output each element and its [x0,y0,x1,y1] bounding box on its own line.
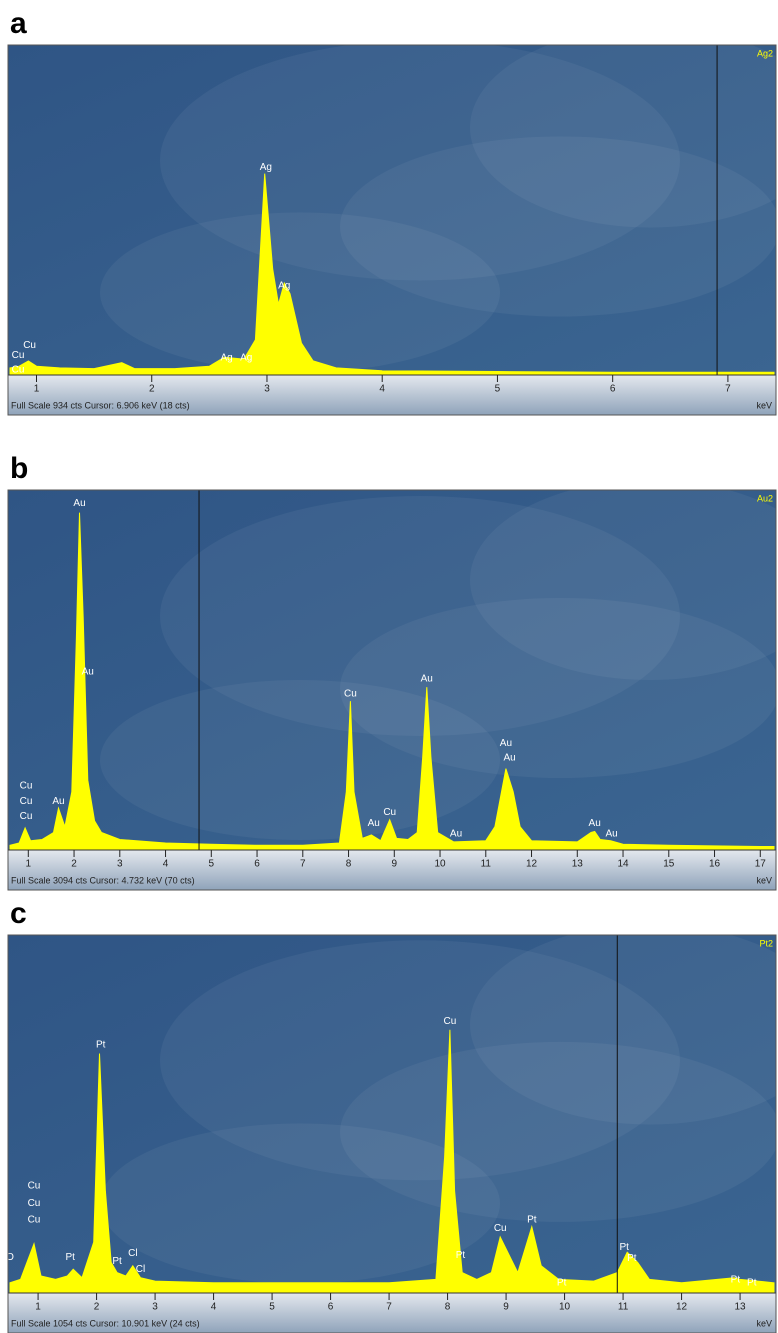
x-tick-label: 10 [434,859,446,870]
peak-label: Cu [20,781,33,792]
peak-label: Pt [66,1252,76,1263]
x-tick-label: 5 [495,384,501,395]
x-tick-label: 7 [300,859,306,870]
x-tick-label: 12 [526,859,538,870]
peak-label: Pt [456,1250,466,1261]
peak-label: Cu [28,1198,41,1209]
peak-label: Ag [221,353,233,364]
peak-label: Pt [731,1274,741,1285]
peak-label: Cu [20,811,33,822]
x-tick-label: 1 [35,1302,41,1313]
status-text: Full Scale 3094 cts Cursor: 4.732 keV (7… [11,875,195,885]
peak-label: Au [589,818,601,829]
x-tick-label: 7 [725,384,731,395]
peak-label: Au [368,818,380,829]
x-tick-label: 5 [269,1302,275,1313]
x-tick-label: 13 [572,859,584,870]
x-tick-label: 9 [392,859,398,870]
x-tick-label: 6 [328,1302,334,1313]
x-tick-label: 1 [26,859,32,870]
x-tick-label: 2 [149,384,155,395]
x-tick-label: 5 [209,859,215,870]
peak-label: Pt [96,1040,106,1051]
spectrum-name: Ag2 [757,48,773,58]
peak-label: Au [503,753,515,764]
x-tick-label: 6 [610,384,616,395]
panel-label: b [10,452,28,485]
x-tick-label: 4 [163,859,169,870]
peak-label: Pt [557,1277,567,1288]
panel-label: a [10,7,27,40]
peak-label: Au [450,828,462,839]
peak-label: Ag [240,353,252,364]
spectrum-name: Au2 [757,493,773,503]
x-tick-label: 10 [559,1302,571,1313]
peak-label: Au [52,796,64,807]
x-tick-label: 3 [264,384,270,395]
peak-label: Ag [278,280,290,291]
x-tick-label: 16 [709,859,721,870]
x-tick-label: 1 [34,384,40,395]
background-texture [100,680,500,840]
peak-label: Cu [344,689,357,700]
x-tick-label: 3 [117,859,123,870]
x-tick-label: 13 [735,1302,747,1313]
page: a1234567Full Scale 934 cts Cursor: 6.906… [0,0,778,1333]
peak-label: Cu [494,1223,507,1234]
peak-label: Pt [527,1214,537,1225]
peak-label: Au [421,674,433,685]
x-tick-label: 2 [71,859,77,870]
x-axis-label: keV [756,1318,772,1328]
peak-label: Cu [28,1214,41,1225]
peak-label: Pt [620,1242,630,1253]
x-tick-label: 8 [346,859,352,870]
figure: a1234567Full Scale 934 cts Cursor: 6.906… [0,0,778,1333]
peak-label: Cu [12,365,25,376]
x-tick-label: 11 [618,1302,629,1313]
spectrum-panel: 1 2 3 4 5 6 7 Full Scale 934 cts Cursor: 6.906 … [8,28,778,416]
peak-label: Cu [20,796,33,807]
x-tick-label: 14 [617,859,629,870]
x-tick-label: 17 [755,859,767,870]
x-tick-label: 8 [445,1302,451,1313]
x-axis-label: keV [756,400,772,410]
peak-label: Cu [444,1016,457,1027]
peak-label: Ag [260,162,272,173]
peak-label: O [6,1252,14,1263]
peak-label: Pt [747,1277,757,1288]
x-tick-label: 12 [676,1302,688,1313]
peak-label: Cu [383,807,396,818]
peak-label: Au [500,738,512,749]
x-tick-label: 6 [254,859,260,870]
x-tick-label: 9 [503,1302,509,1313]
x-tick-label: 2 [94,1302,100,1313]
x-tick-label: 4 [379,384,385,395]
peak-label: Pt [627,1253,637,1264]
peak-label: Cu [23,340,36,351]
x-tick-label: 11 [481,859,492,870]
x-tick-label: 15 [663,859,675,870]
peak-label: Au [82,667,94,678]
x-axis-label: keV [756,875,772,885]
peak-label: Cu [12,350,25,361]
x-tick-label: 4 [211,1302,217,1313]
x-tick-label: 7 [386,1302,392,1313]
status-text: Full Scale 934 cts Cursor: 6.906 keV (18… [11,400,190,410]
peak-label: Cu [28,1181,41,1192]
peak-label: Pt [112,1256,122,1267]
panel-label: c [10,897,27,930]
status-text: Full Scale 1054 cts Cursor: 10.901 keV (… [11,1318,200,1328]
peak-label: Cl [136,1264,145,1275]
spectrum-name: Pt2 [759,938,773,948]
peak-label: Au [73,498,85,509]
peak-label: Cl [128,1248,137,1259]
peak-label: Au [605,828,617,839]
x-tick-label: 3 [152,1302,158,1313]
